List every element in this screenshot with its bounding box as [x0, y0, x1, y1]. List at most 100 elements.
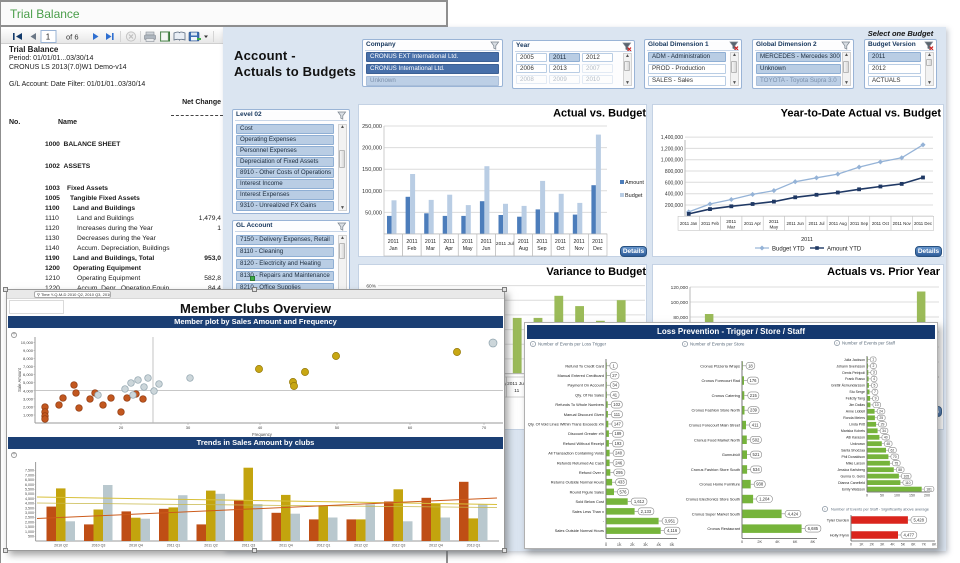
svg-text:2: 2: [873, 364, 875, 368]
svg-text:2011: 2011: [518, 239, 529, 245]
svg-text:200: 200: [924, 494, 930, 498]
svg-text:Sales Outside Normal Hours: Sales Outside Normal Hours: [555, 528, 604, 533]
svg-text:Manual Discount Given: Manual Discount Given: [564, 412, 604, 417]
svg-text:176: 176: [750, 378, 758, 383]
svg-text:Cronus Super Market South: Cronus Super Market South: [692, 511, 740, 516]
svg-text:Stu Serge: Stu Serge: [849, 390, 865, 394]
svg-text:Mike Larson: Mike Larson: [846, 462, 865, 466]
svg-text:Gréttir Ásmundarsson: Gréttir Ásmundarsson: [831, 384, 865, 388]
svg-text:0: 0: [605, 543, 607, 547]
svg-text:Refund To Credit Card: Refund To Credit Card: [565, 363, 604, 368]
svg-text:Number of Events per Store: Number of Events per Store: [690, 342, 745, 347]
svg-text:433: 433: [618, 480, 626, 485]
svg-text:24: 24: [879, 410, 883, 414]
svg-text:50: 50: [880, 494, 884, 498]
svg-text:4K: 4K: [890, 543, 895, 547]
svg-text:Number of Events per Staff: Number of Events per Staff: [842, 341, 896, 346]
svg-text:100,000: 100,000: [362, 189, 382, 195]
svg-text:80,000: 80,000: [673, 315, 688, 321]
svg-text:2011 Q3: 2011 Q3: [242, 544, 256, 548]
svg-text:Manual Entered Creditcard: Manual Entered Creditcard: [558, 373, 605, 378]
svg-text:5,000: 5,000: [23, 380, 34, 385]
svg-text:May: May: [463, 246, 473, 252]
svg-text:Jun: Jun: [482, 246, 490, 252]
svg-text:Number of Events per Loss Trig: Number of Events per Loss Trigger: [538, 342, 607, 347]
svg-text:3: 3: [873, 371, 875, 375]
svg-text:60: 60: [408, 425, 413, 430]
svg-text:75: 75: [894, 461, 898, 465]
svg-text:7,000: 7,000: [25, 473, 34, 477]
svg-text:4,000: 4,000: [25, 502, 34, 506]
svg-text:2,000: 2,000: [23, 404, 34, 409]
svg-text:5: 5: [873, 384, 875, 388]
svg-text:Unknown: Unknown: [850, 442, 865, 446]
svg-text:4,424: 4,424: [788, 511, 799, 516]
svg-text:70: 70: [893, 455, 897, 459]
svg-text:2011: 2011: [425, 239, 436, 245]
svg-text:Sep: Sep: [537, 246, 546, 252]
svg-text:1,000: 1,000: [23, 413, 34, 418]
svg-text:2,500: 2,500: [25, 516, 34, 520]
svg-text:Budget: Budget: [625, 193, 643, 199]
svg-text:2011: 2011: [726, 219, 736, 224]
svg-text:88: 88: [898, 468, 902, 472]
svg-text:Amount: Amount: [625, 180, 644, 186]
svg-text:Frank Russo: Frank Russo: [845, 377, 865, 381]
svg-text:Mariska Kobets: Mariska Kobets: [841, 429, 865, 433]
svg-text:2011 Jun: 2011 Jun: [787, 221, 805, 226]
svg-text:9: 9: [875, 397, 877, 401]
svg-text:May: May: [769, 225, 778, 230]
svg-text:Apr: Apr: [445, 246, 453, 252]
svg-text:2011: 2011: [536, 239, 547, 245]
svg-text:147: 147: [614, 422, 622, 427]
svg-text:3,000: 3,000: [23, 396, 34, 401]
svg-text:2011: 2011: [481, 239, 492, 245]
svg-text:2011 Dec: 2011 Dec: [914, 221, 933, 226]
svg-text:Julia Jackson: Julia Jackson: [844, 358, 865, 362]
svg-text:Tyler Durden: Tyler Durden: [827, 518, 849, 523]
svg-text:Refunds To Whole Numbers: Refunds To Whole Numbers: [555, 402, 604, 407]
svg-text:Feb: Feb: [407, 246, 416, 252]
svg-text:Cronus Electronics Store South: Cronus Electronics Store South: [686, 497, 740, 502]
svg-text:1: 1: [46, 33, 51, 42]
svg-text:150,000: 150,000: [362, 167, 382, 173]
svg-text:5,000: 5,000: [25, 492, 34, 496]
svg-text:2012 Q3: 2012 Q3: [392, 544, 406, 548]
svg-text:Variance to Budget: Variance to Budget: [546, 266, 646, 278]
svg-text:Refund Over x: Refund Over x: [579, 470, 604, 475]
svg-text:Aug: Aug: [519, 246, 528, 252]
svg-text:2011 Oct: 2011 Oct: [872, 221, 890, 226]
svg-text:Dec: Dec: [593, 246, 603, 252]
svg-text:70: 70: [482, 425, 487, 430]
svg-text:7: 7: [874, 390, 876, 394]
svg-text:1,500: 1,500: [25, 525, 34, 529]
svg-text:Cronus Forecourt Main Street: Cronus Forecourt Main Street: [689, 423, 741, 428]
svg-text:Cronus Fashion Store North: Cronus Fashion Store North: [692, 408, 740, 413]
svg-text:8K: 8K: [810, 540, 815, 544]
svg-text:2,133: 2,133: [641, 509, 652, 514]
svg-text:Number of Events per Staff - S: Number of Events per Staff - Significant…: [831, 507, 929, 512]
svg-text:2011 Aug: 2011 Aug: [829, 221, 847, 226]
svg-text:3,000: 3,000: [25, 511, 34, 515]
svg-text:Jóhann Sveinsson: Jóhann Sveinsson: [836, 364, 865, 368]
svg-text:5,500: 5,500: [25, 488, 34, 492]
svg-text:Qty. Of No Sales: Qty. Of No Sales: [575, 392, 604, 397]
svg-text:100: 100: [894, 494, 900, 498]
svg-text:60%: 60%: [366, 284, 376, 290]
svg-text:Emily Watsson: Emily Watsson: [842, 487, 865, 491]
svg-text:29: 29: [881, 423, 885, 427]
svg-text:2011 Q4: 2011 Q4: [279, 544, 293, 548]
svg-text:40: 40: [258, 425, 263, 430]
svg-text:34: 34: [612, 383, 617, 388]
svg-text:7,000: 7,000: [23, 364, 34, 369]
svg-text:239: 239: [750, 408, 758, 413]
svg-text:1: 1: [872, 358, 874, 362]
svg-text:2K: 2K: [630, 543, 635, 547]
svg-text:Refund Without Receipt: Refund Without Receipt: [563, 441, 605, 446]
svg-text:4K: 4K: [775, 540, 780, 544]
svg-text:6,500: 6,500: [25, 478, 34, 482]
svg-text:10: 10: [875, 403, 879, 407]
svg-text:3,951: 3,951: [665, 519, 676, 524]
svg-text:6,685: 6,685: [808, 526, 819, 531]
svg-text:Jan: Jan: [389, 246, 397, 252]
